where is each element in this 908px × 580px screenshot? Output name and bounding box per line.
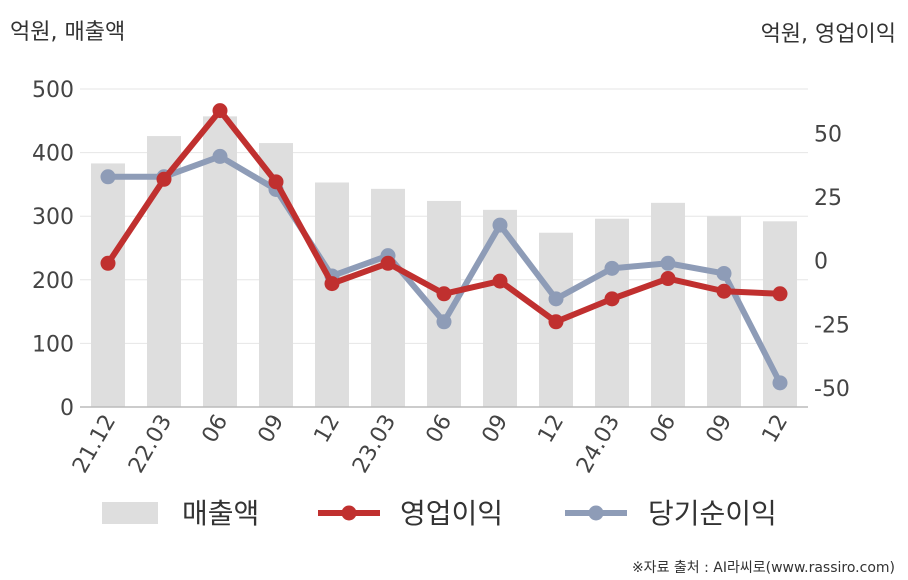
series-point xyxy=(548,314,564,330)
x-tick-label: 22.03 xyxy=(124,411,177,478)
right-tick-label: 0 xyxy=(814,250,828,275)
x-tick-label: 12 xyxy=(758,411,794,448)
series-point xyxy=(660,255,676,271)
series-point xyxy=(772,375,788,391)
right-tick-label: 50 xyxy=(814,123,842,148)
bar xyxy=(707,216,741,407)
right-tick-label: 25 xyxy=(814,186,842,211)
series-point xyxy=(604,260,620,276)
legend-label: 매출액 xyxy=(182,497,259,530)
left-axis-unit-label: 억원, 매출액 xyxy=(10,20,126,45)
series-point xyxy=(212,148,228,164)
series-point xyxy=(548,291,564,307)
series-point xyxy=(100,255,116,271)
series-point xyxy=(436,314,452,330)
series-point xyxy=(492,217,508,233)
x-tick-label: 12 xyxy=(310,411,346,448)
x-tick-label: 06 xyxy=(646,411,682,448)
series-point xyxy=(604,291,620,307)
x-tick-label: 09 xyxy=(478,411,514,448)
series-point xyxy=(324,276,340,292)
series-point xyxy=(100,169,116,185)
bar xyxy=(595,218,629,407)
series-point xyxy=(380,255,396,271)
bar xyxy=(315,182,349,407)
x-tick-label: 09 xyxy=(254,411,290,448)
x-tick-label: 21.12 xyxy=(68,411,121,478)
series-point xyxy=(660,271,676,287)
right-axis-unit-label: 억원, 영업이익 xyxy=(760,22,896,47)
bar xyxy=(371,188,405,407)
x-tick-label: 12 xyxy=(534,411,570,448)
x-tick-label: 09 xyxy=(702,411,738,448)
legend-swatch-marker xyxy=(588,505,604,521)
bar xyxy=(651,202,685,407)
bar xyxy=(91,163,125,407)
legend-swatch-marker xyxy=(341,505,357,521)
left-tick-label: 0 xyxy=(60,396,74,421)
line-series xyxy=(100,103,788,391)
x-tick-label: 06 xyxy=(422,411,458,448)
left-tick-label: 200 xyxy=(32,269,74,294)
legend-swatch-bar xyxy=(102,502,158,524)
legend: 매출액 영업이익 당기순이익 xyxy=(102,497,777,530)
series-point xyxy=(492,273,508,289)
x-tick-label: 24.03 xyxy=(572,411,625,478)
legend-label: 당기순이익 xyxy=(648,497,777,530)
series-point xyxy=(268,174,284,190)
left-tick-label: 500 xyxy=(32,78,74,103)
series-point xyxy=(156,171,172,187)
source-note: ※자료 출처 : AI라씨로(www.rassiro.com) xyxy=(632,560,895,576)
series-point xyxy=(716,265,732,281)
series-point xyxy=(716,283,732,299)
bar-series-revenue xyxy=(91,116,797,408)
series-point xyxy=(436,286,452,302)
x-tick-label: 23.03 xyxy=(348,411,401,478)
legend-label: 영업이익 xyxy=(400,497,503,530)
left-tick-label: 400 xyxy=(32,142,74,167)
x-tick-label: 06 xyxy=(198,411,234,448)
left-tick-label: 100 xyxy=(32,332,74,357)
series-point xyxy=(772,286,788,302)
right-tick-label: -50 xyxy=(814,377,850,402)
right-tick-label: -25 xyxy=(814,313,850,338)
left-tick-label: 300 xyxy=(32,205,74,230)
series-point xyxy=(212,103,228,119)
